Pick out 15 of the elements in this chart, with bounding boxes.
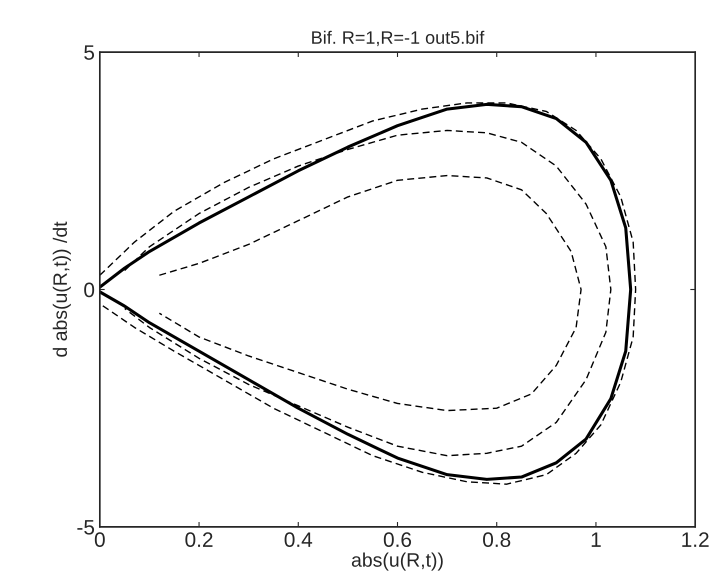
- y-axis-title: d abs(u(R,t)) /dt: [52, 222, 71, 357]
- y-tick-label: 0: [84, 282, 94, 298]
- y-tick-label: -5: [77, 520, 94, 535]
- x-tick-label: 0.6: [384, 532, 412, 548]
- x-tick-label: 1: [592, 532, 601, 547]
- x-tick-label: 1.2: [682, 532, 709, 547]
- x-tick-label: 0.8: [483, 532, 510, 548]
- x-tick-label: 0: [94, 532, 105, 548]
- x-tick-label: 0.2: [185, 532, 212, 548]
- x-axis-title: abs(u(R,t)): [352, 552, 443, 571]
- line-series: [124, 130, 612, 456]
- x-tick-label: 0.4: [284, 532, 312, 548]
- chart-title: Bif. R=1,R=-1 out5.bif: [312, 30, 484, 46]
- y-tick-label: 5: [84, 45, 94, 60]
- line-series: [158, 174, 582, 412]
